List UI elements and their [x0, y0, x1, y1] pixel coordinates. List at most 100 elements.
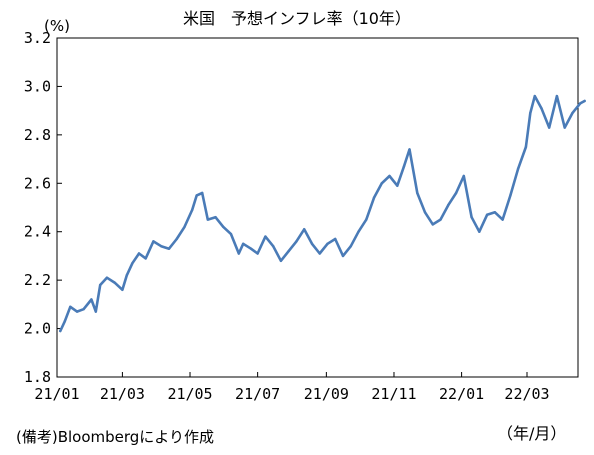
data-point — [69, 305, 72, 308]
data-point — [256, 252, 259, 255]
data-point — [334, 237, 337, 241]
data-point — [470, 216, 473, 219]
data-point — [201, 191, 204, 195]
data-point — [548, 126, 551, 129]
data-point — [183, 225, 186, 229]
data-point — [423, 211, 427, 214]
data-point — [121, 288, 124, 291]
data-point — [563, 126, 566, 129]
y-tick-label: 2.6 — [24, 174, 51, 192]
data-point — [454, 191, 458, 195]
data-point — [555, 94, 559, 98]
y-tick-label: 1.8 — [24, 368, 51, 386]
data-point — [63, 320, 66, 323]
data-point — [237, 252, 240, 255]
data-point — [326, 242, 329, 245]
plot-area — [56, 37, 579, 378]
data-point — [99, 283, 102, 287]
data-point — [222, 225, 225, 229]
source-note: (備考)Bloombergにより作成 — [16, 428, 215, 446]
data-point — [59, 329, 62, 333]
data-point — [462, 174, 465, 178]
x-tick-label: 22/01 — [439, 385, 484, 403]
data-point — [509, 194, 512, 197]
x-unit-label: （年/月） — [497, 424, 567, 443]
data-point — [160, 245, 163, 248]
x-tick-label: 21/09 — [304, 385, 349, 403]
data-point — [175, 237, 178, 241]
data-point — [529, 111, 532, 115]
data-point — [131, 262, 134, 265]
data-point — [357, 230, 360, 233]
data-point — [264, 235, 267, 238]
data-point — [501, 218, 504, 221]
data-point — [144, 257, 147, 260]
data-point — [125, 274, 128, 277]
x-tick-label: 21/03 — [100, 385, 145, 403]
data-point — [318, 252, 321, 255]
data-point — [137, 252, 141, 255]
data-point — [349, 245, 352, 248]
data-point — [75, 310, 79, 313]
data-point — [167, 247, 171, 250]
x-tick-label: 21/11 — [371, 385, 416, 403]
data-point — [287, 249, 290, 253]
data-point — [94, 310, 98, 313]
data-point — [447, 203, 450, 207]
data-point — [279, 259, 283, 262]
data-point — [372, 196, 376, 199]
data-point — [191, 208, 194, 212]
data-point — [105, 276, 109, 279]
x-tick-label: 21/05 — [167, 385, 212, 403]
y-tick-label: 3.0 — [24, 77, 51, 95]
data-point — [485, 213, 489, 216]
data-point — [388, 174, 391, 178]
y-tick-label: 2.8 — [24, 126, 51, 144]
y-tick-label: 2.0 — [24, 320, 51, 338]
y-tick-label: 3.2 — [24, 29, 51, 47]
data-point — [524, 145, 528, 149]
data-point — [533, 94, 536, 98]
data-point — [214, 216, 217, 219]
data-point — [242, 242, 245, 245]
data-point — [408, 148, 411, 151]
data-point — [272, 245, 275, 248]
data-point — [579, 102, 582, 105]
y-unit-label: (%) — [44, 17, 70, 35]
y-tick-label: 2.4 — [24, 223, 51, 241]
data-point — [295, 240, 298, 243]
data-point — [310, 242, 314, 245]
data-points — [59, 94, 586, 333]
data-point — [380, 182, 383, 185]
data-point — [402, 165, 406, 168]
x-tick-label: 21/07 — [235, 385, 280, 403]
x-tick-label: 22/03 — [504, 385, 549, 403]
data-point — [82, 308, 85, 311]
data-point — [396, 184, 399, 187]
data-point — [341, 254, 345, 258]
data-point — [195, 194, 198, 197]
data-point — [571, 111, 574, 115]
x-axis: 21/01 21/03 21/05 21/07 21/09 21/11 22/01 22/03 — [34, 372, 550, 403]
data-point — [90, 298, 93, 301]
data-point — [416, 191, 419, 195]
data-point — [206, 218, 209, 221]
data-point — [431, 223, 434, 226]
data-point — [439, 218, 442, 221]
y-tick-label: 2.2 — [24, 271, 51, 289]
x-tick-label: 21/01 — [34, 385, 79, 403]
data-point — [152, 240, 155, 243]
data-point — [516, 167, 520, 170]
y-axis: 1.8 2.0 2.2 2.4 2.6 2.8 3.0 3.2 — [24, 29, 62, 386]
data-point — [478, 230, 481, 233]
data-point — [493, 211, 497, 214]
data-point — [249, 247, 253, 250]
data-point — [113, 281, 116, 284]
data-point — [303, 228, 306, 231]
data-point — [540, 107, 543, 110]
data-point — [365, 218, 368, 221]
data-point — [583, 99, 586, 103]
data-point — [229, 232, 233, 236]
chart-title: 米国 予想インフレ率（10年） — [183, 9, 411, 28]
